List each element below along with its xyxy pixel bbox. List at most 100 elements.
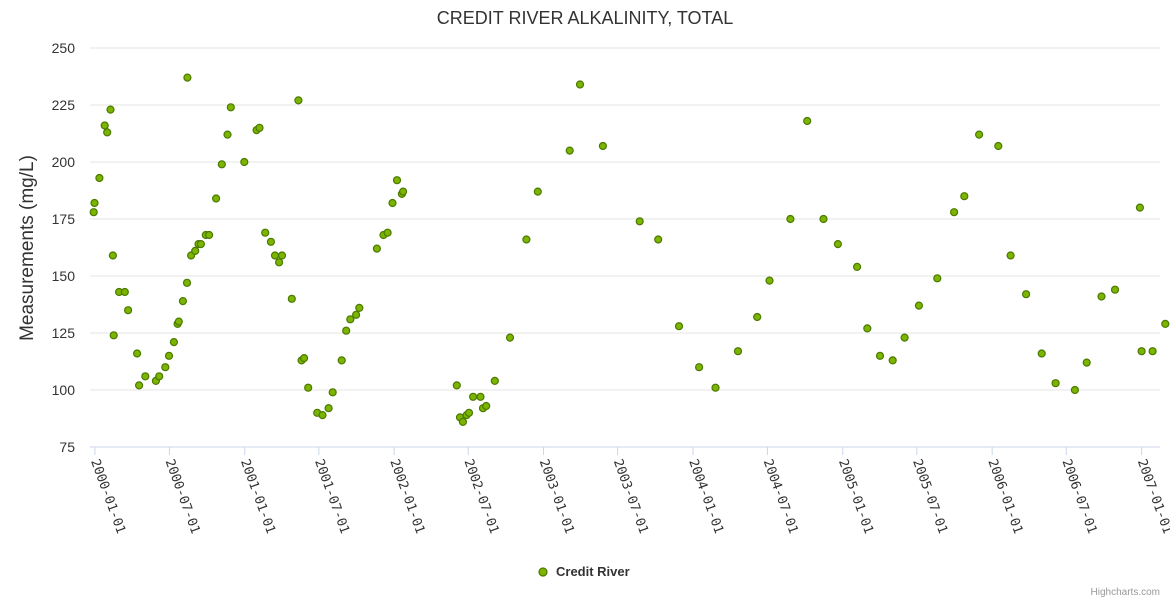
data-point[interactable] bbox=[261, 228, 270, 237]
data-point[interactable] bbox=[226, 103, 235, 112]
data-point[interactable] bbox=[212, 194, 221, 203]
data-point[interactable] bbox=[255, 123, 264, 132]
data-point[interactable] bbox=[1070, 385, 1080, 395]
data-point[interactable] bbox=[191, 246, 200, 255]
data-point[interactable] bbox=[694, 363, 704, 372]
data-point[interactable] bbox=[490, 376, 499, 385]
data-point[interactable] bbox=[205, 230, 214, 240]
data-point[interactable] bbox=[275, 258, 284, 267]
data-point[interactable] bbox=[654, 235, 663, 244]
data-point[interactable] bbox=[89, 208, 98, 217]
data-point[interactable] bbox=[833, 240, 843, 249]
data-point[interactable] bbox=[106, 105, 115, 114]
data-point[interactable] bbox=[169, 338, 178, 347]
data-point[interactable] bbox=[155, 372, 164, 381]
data-point[interactable] bbox=[352, 310, 361, 319]
data-point[interactable] bbox=[575, 80, 585, 89]
data-point[interactable] bbox=[178, 297, 187, 306]
data-point[interactable] bbox=[109, 331, 118, 340]
data-point[interactable] bbox=[100, 121, 109, 130]
data-point[interactable] bbox=[388, 198, 397, 208]
data-point[interactable] bbox=[464, 408, 474, 417]
data-point[interactable] bbox=[598, 141, 608, 151]
data-point[interactable] bbox=[294, 96, 303, 105]
data-point[interactable] bbox=[342, 326, 351, 335]
data-point[interactable] bbox=[933, 274, 942, 283]
data-point[interactable] bbox=[1006, 251, 1015, 260]
data-point[interactable] bbox=[124, 306, 133, 315]
data-point[interactable] bbox=[819, 214, 828, 224]
data-point[interactable] bbox=[399, 187, 408, 196]
data-point[interactable] bbox=[120, 287, 129, 297]
data-point[interactable] bbox=[1051, 379, 1060, 388]
data-point[interactable] bbox=[90, 198, 99, 208]
data-point[interactable] bbox=[733, 347, 743, 356]
data-point[interactable] bbox=[270, 251, 280, 260]
data-point[interactable] bbox=[135, 381, 144, 390]
data-point[interactable] bbox=[863, 324, 872, 333]
data-point[interactable] bbox=[674, 322, 684, 331]
data-point[interactable] bbox=[103, 128, 112, 137]
data-point[interactable] bbox=[133, 349, 142, 358]
data-point[interactable] bbox=[458, 417, 467, 426]
data-point[interactable] bbox=[711, 383, 720, 392]
data-point[interactable] bbox=[1110, 285, 1120, 294]
data-point[interactable] bbox=[304, 383, 313, 392]
data-point[interactable] bbox=[469, 392, 478, 401]
data-point[interactable] bbox=[164, 351, 174, 360]
legend-label[interactable]: Credit River bbox=[556, 564, 630, 579]
data-point[interactable] bbox=[994, 141, 1003, 151]
data-point[interactable] bbox=[324, 404, 333, 413]
data-point[interactable] bbox=[914, 301, 924, 310]
data-point[interactable] bbox=[900, 333, 909, 342]
data-point[interactable] bbox=[217, 160, 226, 169]
data-point[interactable] bbox=[328, 388, 337, 397]
data-point[interactable] bbox=[960, 192, 969, 201]
data-point[interactable] bbox=[875, 351, 885, 360]
data-point[interactable] bbox=[765, 276, 774, 285]
data-point[interactable] bbox=[183, 73, 192, 82]
data-point[interactable] bbox=[95, 173, 104, 183]
data-point[interactable] bbox=[240, 157, 249, 167]
data-point[interactable] bbox=[346, 315, 355, 324]
data-point[interactable] bbox=[108, 251, 118, 260]
data-point[interactable] bbox=[287, 294, 296, 303]
data-point[interactable] bbox=[1037, 349, 1046, 358]
data-point[interactable] bbox=[786, 214, 795, 224]
data-point[interactable] bbox=[372, 244, 381, 253]
data-point[interactable] bbox=[318, 411, 327, 420]
credits-link[interactable]: Highcharts.com bbox=[1091, 587, 1160, 598]
data-point[interactable] bbox=[522, 235, 531, 244]
data-point[interactable] bbox=[949, 208, 959, 217]
data-point[interactable] bbox=[141, 372, 150, 381]
data-point[interactable] bbox=[753, 312, 762, 322]
data-point[interactable] bbox=[337, 356, 346, 365]
data-point[interactable] bbox=[482, 401, 491, 411]
data-point[interactable] bbox=[392, 176, 402, 185]
data-point[interactable] bbox=[533, 187, 542, 196]
data-point[interactable] bbox=[1135, 203, 1145, 212]
data-point[interactable] bbox=[803, 116, 812, 126]
data-point[interactable] bbox=[174, 317, 183, 326]
data-point[interactable] bbox=[1137, 347, 1146, 356]
legend[interactable]: Credit River bbox=[538, 564, 630, 579]
data-point[interactable] bbox=[565, 146, 574, 155]
data-point[interactable] bbox=[635, 217, 644, 226]
data-point[interactable] bbox=[277, 251, 287, 260]
data-point[interactable] bbox=[161, 363, 170, 372]
data-point[interactable] bbox=[974, 130, 984, 139]
data-point[interactable] bbox=[476, 392, 485, 401]
data-point[interactable] bbox=[1021, 290, 1031, 299]
data-point[interactable] bbox=[505, 333, 515, 342]
data-point[interactable] bbox=[182, 278, 192, 287]
data-point[interactable] bbox=[355, 303, 364, 312]
data-point[interactable] bbox=[1097, 292, 1106, 301]
data-point[interactable] bbox=[1082, 358, 1091, 367]
data-point[interactable] bbox=[1148, 347, 1157, 356]
data-point[interactable] bbox=[300, 354, 309, 363]
data-point[interactable] bbox=[266, 237, 275, 246]
data-point[interactable] bbox=[196, 240, 205, 249]
data-point[interactable] bbox=[383, 228, 392, 237]
data-point[interactable] bbox=[888, 356, 897, 365]
data-point[interactable] bbox=[1161, 319, 1170, 328]
